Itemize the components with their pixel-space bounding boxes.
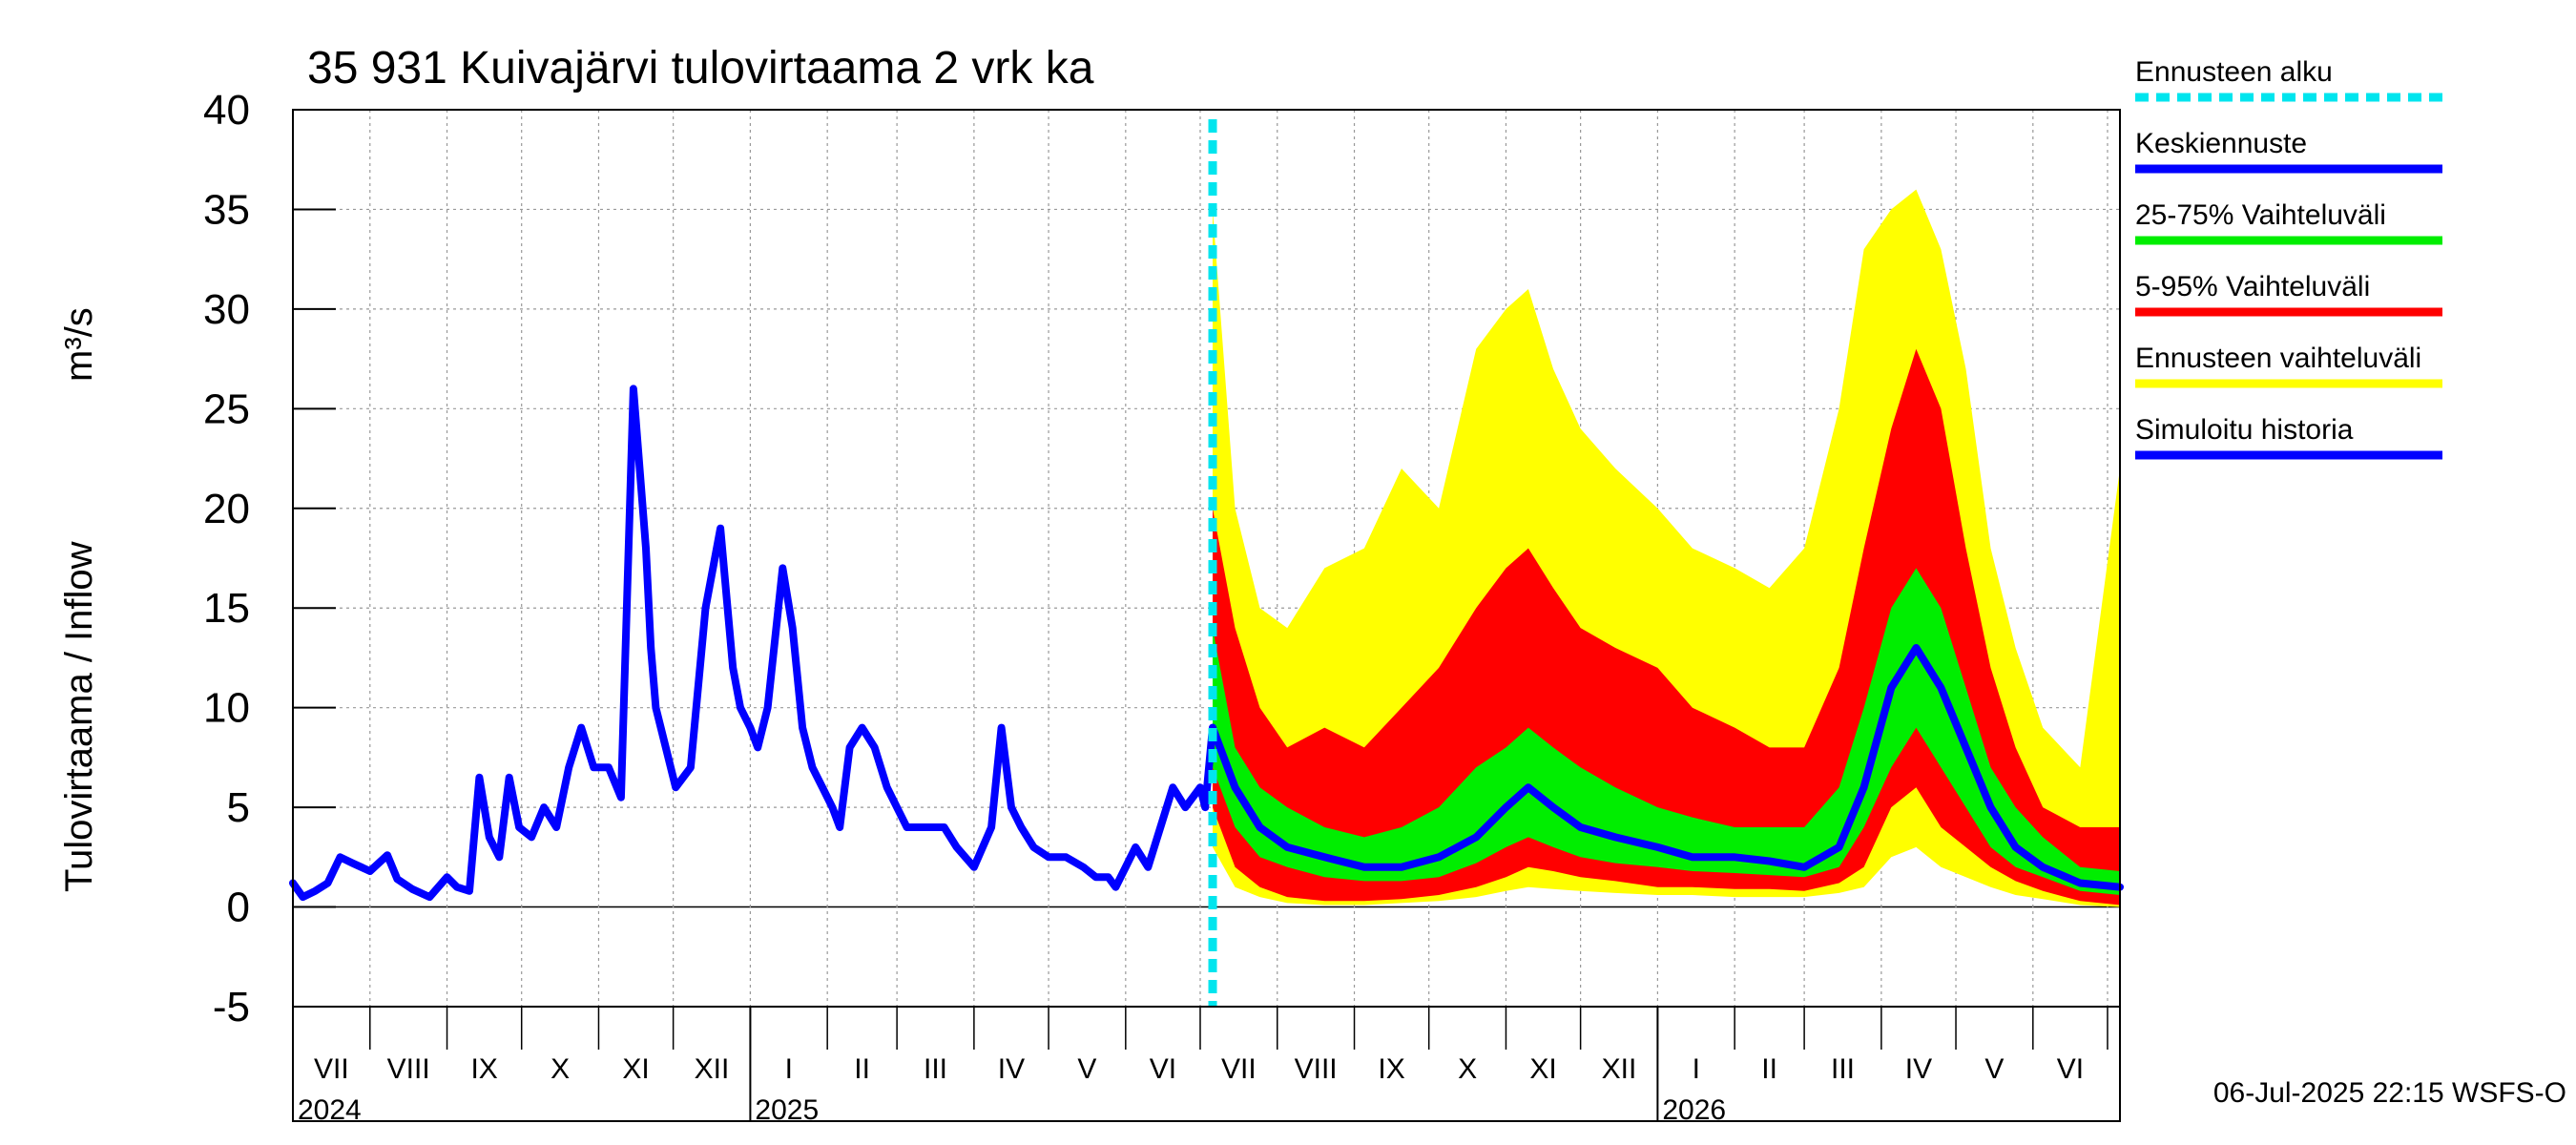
month-label: VI [2057,1053,2084,1085]
median-forecast-line [1209,644,2124,891]
month-label: IV [1905,1053,1932,1085]
legend-label: Keskiennuste [2135,128,2307,159]
y-tick-label: 5 [227,784,250,831]
month-label: VI [1150,1053,1176,1085]
band-5-95 [1213,348,2120,906]
x-axis-band [292,1006,2121,1122]
y-tick-label: 10 [203,685,250,732]
y-tick-label: 15 [203,585,250,632]
month-label: X [1458,1053,1477,1085]
month-label: X [551,1053,570,1085]
y-tick-label: 30 [203,286,250,333]
month-label: VII [1221,1053,1257,1085]
month-label: XI [622,1053,649,1085]
legend-label: 25-75% Vaihteluväli [2135,199,2386,231]
month-label: XI [1529,1053,1556,1085]
legend-label: Simuloitu historia [2135,414,2354,446]
y-tick-label: 0 [227,885,250,931]
month-label: VIII [1295,1053,1338,1085]
simulated-history-line [289,385,1216,902]
y-tick-label: 20 [203,486,250,532]
month-label: XII [695,1053,730,1085]
y-axis-label: Tulovirtaama / Inflow [58,541,100,892]
month-label: IX [470,1053,497,1085]
month-label: II [1761,1053,1777,1085]
month-label: V [1984,1053,2004,1085]
month-label: I [1693,1053,1700,1085]
y-tick-label: -5 [213,984,250,1030]
month-label: VIII [387,1053,430,1085]
month-label: III [1831,1053,1855,1085]
footer-timestamp: 06-Jul-2025 22:15 WSFS-O [2213,1077,2566,1109]
month-label: XII [1602,1053,1637,1085]
forecast-bands [1213,189,2120,907]
y-axis-unit: m³/s [58,307,100,382]
legend-label: Ennusteen vaihteluväli [2135,343,2421,374]
chart-title: 35 931 Kuivajärvi tulovirtaama 2 vrk ka [307,43,1094,94]
legend: Ennusteen alku Keskiennuste 25-75% Vaihtel… [2135,56,2442,460]
month-label: III [924,1053,947,1085]
series-lines [289,119,2124,1007]
month-label: II [854,1053,870,1085]
y-tick-label: 35 [203,186,250,233]
band-25-75 [1213,568,2120,895]
month-label: IV [998,1053,1025,1085]
month-label: V [1077,1053,1096,1085]
month-label: I [785,1053,793,1085]
month-label: IX [1378,1053,1404,1085]
legend-label: 5-95% Vaihteluväli [2135,271,2370,302]
y-tick-label: 40 [203,87,250,134]
y-tick-label: 25 [203,385,250,432]
legend-label: Ennusteen alku [2135,56,2333,88]
month-label: VII [314,1053,349,1085]
